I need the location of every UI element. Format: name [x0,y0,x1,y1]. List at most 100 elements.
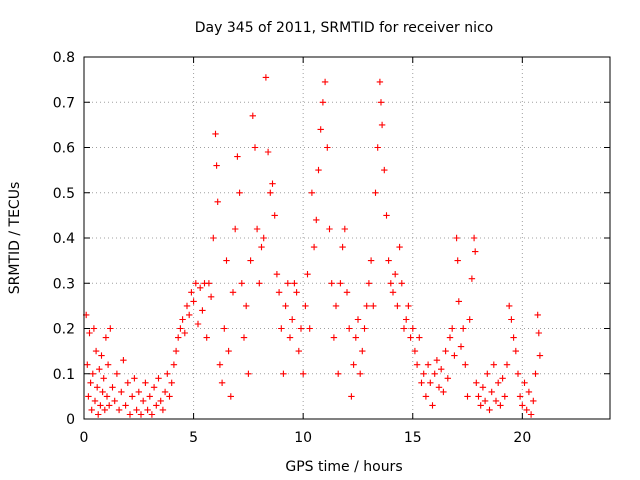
x-tick-label: 5 [189,430,198,446]
data-point [199,307,206,314]
data-point [359,347,366,355]
data-point [238,280,245,287]
data-point [197,284,204,291]
data-point [357,370,364,377]
data-point [213,162,220,169]
data-point [102,334,110,341]
data-point [385,257,392,264]
data-point [396,243,403,251]
data-point [95,411,102,418]
y-tick-label: 0.7 [53,95,75,111]
data-point [427,379,434,386]
x-tick-label: 10 [294,430,312,446]
data-point [92,347,100,355]
data-point [332,302,340,310]
data-point [453,234,460,242]
y-tick-labels: 0 0.1 0.2 0.3 0.4 0.5 0.6 0.7 0.8 [53,50,75,428]
data-point [251,144,259,151]
data-point [438,366,445,373]
data-point [530,397,537,405]
data-point [109,384,116,391]
data-point [271,212,278,219]
data-point [499,375,506,382]
data-point [150,384,158,391]
data-point [367,257,375,264]
data-point [310,243,318,251]
data-point [192,280,199,287]
data-point [98,352,105,359]
data-point [97,402,104,409]
data-point [330,334,338,341]
data-point [168,379,175,386]
data-point [403,316,410,323]
data-point [232,225,239,233]
data-point [370,302,377,310]
data-point [166,393,173,400]
data-point [260,234,267,242]
data-point [155,375,162,382]
data-point [104,361,112,368]
data-point [492,397,500,405]
data-point [324,144,331,151]
data-point [175,334,182,341]
data-point [120,357,127,364]
data-point [273,271,281,278]
data-point [264,148,272,156]
data-point [508,316,515,323]
data-point [527,411,535,418]
x-tick-label: 0 [80,430,89,446]
data-point [422,393,430,400]
data-point [339,243,346,251]
y-tick-label: 0.3 [53,276,75,292]
data-point [99,388,106,396]
data-point [315,166,322,174]
data-point [503,361,511,368]
data-point [328,280,335,287]
data-point [284,280,291,287]
data-point [181,329,188,337]
data-point [335,370,342,377]
data-point [433,357,441,364]
data-point [308,189,316,196]
data-point [111,397,118,405]
data-points [83,74,544,418]
data-point [470,234,478,242]
data-point [245,370,252,377]
data-point [488,388,495,396]
data-point [236,189,243,196]
data-point [101,406,108,414]
y-tick-label: 0.1 [53,367,75,383]
data-point [486,406,493,414]
data-point [534,311,541,319]
data-point [462,361,469,368]
data-point [221,325,228,332]
data-point [240,334,248,341]
data-point [381,166,388,174]
data-point [506,302,513,310]
data-point [179,316,186,323]
data-point [234,153,241,160]
data-point [157,397,164,405]
data-point [372,189,379,196]
x-tick-labels: 0 5 10 15 20 [80,430,532,446]
data-point [85,393,92,400]
data-point [306,325,313,332]
data-point [214,198,221,205]
data-point [275,289,283,296]
data-point [302,302,309,310]
data-point [87,379,94,386]
data-point [107,325,114,332]
y-tick-label: 0.4 [53,231,75,247]
data-point [177,325,184,332]
data-point [229,289,237,296]
data-point [216,361,224,368]
data-point [451,352,458,359]
data-point [405,302,412,310]
data-point [392,271,399,278]
data-point [91,397,99,405]
data-point [183,302,191,310]
data-point [249,112,256,119]
data-point [535,329,542,337]
x-tick-label: 15 [404,430,422,446]
